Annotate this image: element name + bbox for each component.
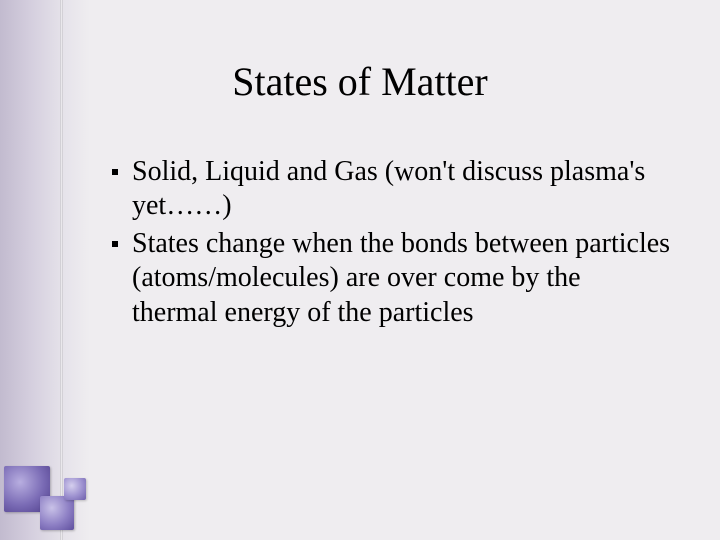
title-placeholder: States of Matter: [0, 58, 720, 105]
list-item: States change when the bonds between par…: [112, 227, 672, 329]
slide-background: States of Matter Solid, Liquid and Gas (…: [0, 0, 720, 540]
decor-square-small: [64, 478, 86, 500]
body-placeholder: Solid, Liquid and Gas (won't discuss pla…: [112, 155, 672, 334]
slide-title: States of Matter: [232, 59, 488, 104]
list-item: Solid, Liquid and Gas (won't discuss pla…: [112, 155, 672, 223]
bullet-icon: [112, 241, 118, 247]
bullet-icon: [112, 169, 118, 175]
bullet-text: States change when the bonds between par…: [132, 227, 672, 329]
bullet-text: Solid, Liquid and Gas (won't discuss pla…: [132, 155, 672, 223]
decor-square-medium: [40, 496, 74, 530]
